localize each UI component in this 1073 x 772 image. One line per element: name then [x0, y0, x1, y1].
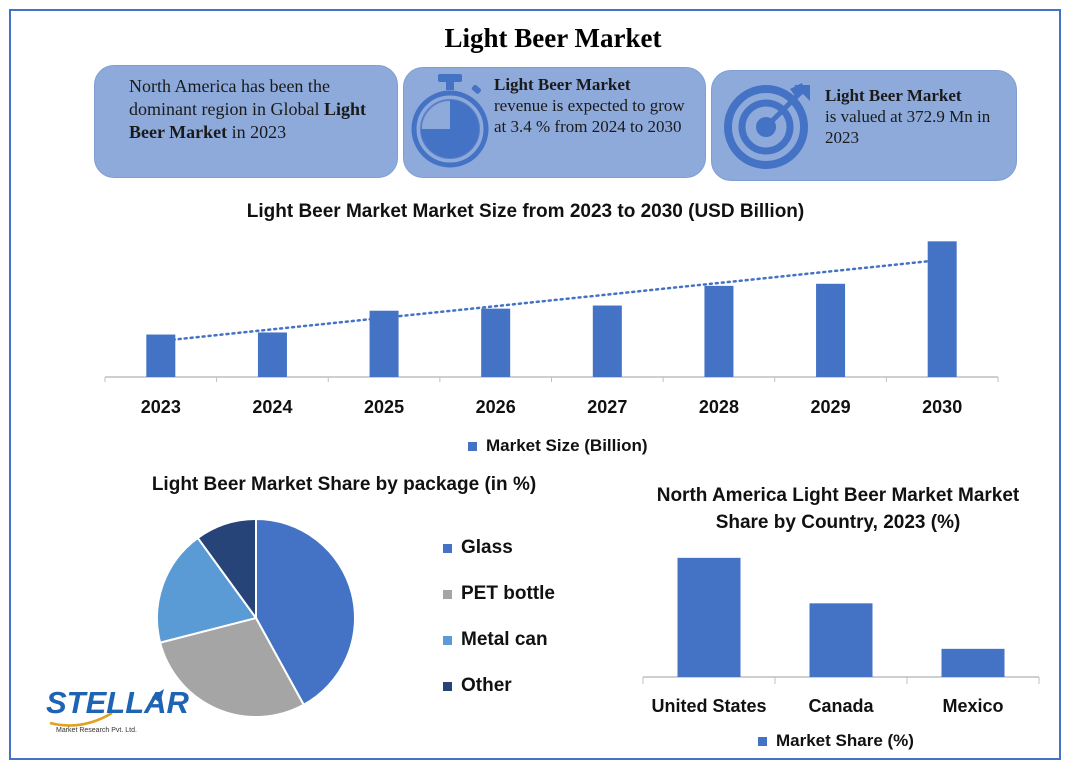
market-size-legend: Market Size (Billion) — [468, 436, 648, 456]
logo-wordmark: STELLAR — [46, 685, 189, 720]
value-info-box: Light Beer Market is valued at 372.9 Mn … — [711, 70, 1017, 181]
region-text-bold: Light Beer Market — [129, 99, 366, 142]
value-heading: Light Beer Market — [825, 86, 962, 105]
growth-info-box: Light Beer Market revenue is expected to… — [403, 67, 706, 178]
legend-label: Metal can — [461, 629, 548, 650]
growth-heading: Light Beer Market — [494, 75, 631, 94]
legend-label-market-size: Market Size (Billion) — [486, 436, 648, 455]
growth-info-text: Light Beer Market revenue is expected to… — [494, 74, 694, 137]
page-title: Light Beer Market — [444, 23, 662, 53]
legend-label: PET bottle — [461, 583, 555, 604]
region-info-text: North America has been the dominant regi… — [129, 75, 379, 144]
legend-swatch-market-size — [468, 441, 477, 451]
region-text-post: in 2023 — [227, 122, 287, 142]
legend-item-metal-can: Metal can — [443, 629, 548, 651]
growth-text: revenue is expected to grow at 3.4 % fro… — [494, 96, 685, 136]
legend-item-pet-bottle: PET bottle — [443, 583, 555, 605]
legend-swatch — [443, 635, 452, 645]
legend-swatch-market-share — [758, 736, 767, 746]
legend-label-market-share: Market Share (%) — [776, 731, 914, 750]
country-share-chart-title: North America Light Beer Market Market S… — [656, 485, 1020, 533]
legend-label: Other — [461, 675, 512, 696]
infographic-frame — [9, 9, 1061, 760]
legend-item-glass: Glass — [443, 537, 513, 559]
region-text-pre: North America has been the dominant regi… — [129, 76, 330, 119]
legend-swatch — [443, 543, 452, 553]
target-icon — [724, 83, 810, 169]
stellar-logo: STELLAR Market Research Pvt. Ltd. — [42, 683, 189, 743]
logo-subtitle: Market Research Pvt. Ltd. — [56, 727, 137, 734]
legend-swatch — [443, 681, 452, 691]
value-info-text: Light Beer Market is valued at 372.9 Mn … — [825, 85, 1005, 148]
legend-item-other: Other — [443, 675, 512, 697]
logo-swoosh — [49, 689, 164, 727]
market-size-chart-title: Light Beer Market Market Size from 2023 … — [246, 201, 805, 222]
country-share-legend: Market Share (%) — [758, 731, 914, 751]
legend-swatch — [443, 589, 452, 599]
legend-label: Glass — [461, 537, 513, 558]
stopwatch-icon — [411, 74, 489, 168]
package-share-chart-title: Light Beer Market Share by package (in %… — [151, 474, 537, 495]
value-text: is valued at 372.9 Mn in 2023 — [825, 107, 991, 147]
region-info-box: North America has been the dominant regi… — [94, 65, 398, 178]
